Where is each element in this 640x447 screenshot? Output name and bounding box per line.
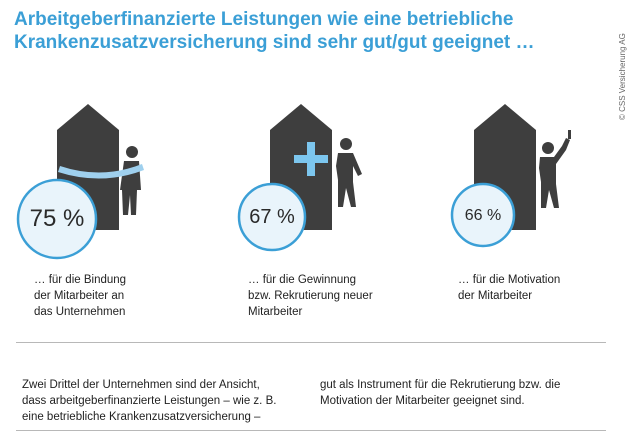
footer-line: dass arbeitgeberfinanzierte Leistungen –… bbox=[22, 395, 277, 407]
caption-retention: … für die Bindung der Mitarbeiter an das… bbox=[34, 272, 184, 320]
caption-line: das Unternehmen bbox=[34, 306, 126, 318]
footer-line: Zwei Drittel der Unternehmen sind der An… bbox=[22, 379, 260, 391]
figure-recruitment: 67 % bbox=[232, 100, 432, 260]
caption-line: … für die Gewinnung bbox=[248, 274, 357, 286]
caption-line: … für die Motivation bbox=[458, 274, 561, 286]
house-with-cross-and-person-icon bbox=[237, 104, 362, 252]
divider-line bbox=[16, 342, 606, 343]
figure-motivation: 66 % bbox=[430, 100, 630, 260]
figure-retention: 75 % bbox=[10, 100, 210, 260]
footer-line: eine betriebliche Krankenzusatzversicher… bbox=[22, 411, 261, 423]
caption-line: bzw. Rekrutierung neuer bbox=[248, 290, 373, 302]
caption-line: der Mitarbeiter an bbox=[34, 290, 125, 302]
percentage-label: 67 % bbox=[249, 205, 295, 228]
title-line-2: Krankenzusatzversicherung sind sehr gut/… bbox=[14, 32, 535, 53]
bottom-divider-line bbox=[16, 430, 606, 431]
caption-motivation: … für die Motivation der Mitarbeiter bbox=[458, 272, 608, 304]
title-line-1: Arbeitgeberfinanzierte Leistungen wie ei… bbox=[14, 9, 514, 30]
caption-recruitment: … für die Gewinnung bzw. Rekrutierung ne… bbox=[248, 272, 418, 320]
percentage-label: 75 % bbox=[29, 205, 85, 232]
footer-text-left: Zwei Drittel der Unternehmen sind der An… bbox=[22, 377, 322, 425]
caption-line: … für die Bindung bbox=[34, 274, 127, 286]
house-with-person-thumbs-up-icon bbox=[450, 104, 571, 248]
caption-line: der Mitarbeiter bbox=[458, 290, 533, 302]
chart-title: Arbeitgeberfinanzierte Leistungen wie ei… bbox=[14, 8, 594, 54]
caption-line: Mitarbeiter bbox=[248, 306, 303, 318]
house-with-person-hugging-icon bbox=[16, 104, 144, 260]
footer-line: gut als Instrument für die Rekrutierung … bbox=[320, 379, 561, 391]
percentage-label: 66 % bbox=[464, 207, 502, 224]
footer-text-right: gut als Instrument für die Rekrutierung … bbox=[320, 377, 620, 409]
footer-line: Motivation der Mitarbeiter geeignet sind… bbox=[320, 395, 525, 407]
